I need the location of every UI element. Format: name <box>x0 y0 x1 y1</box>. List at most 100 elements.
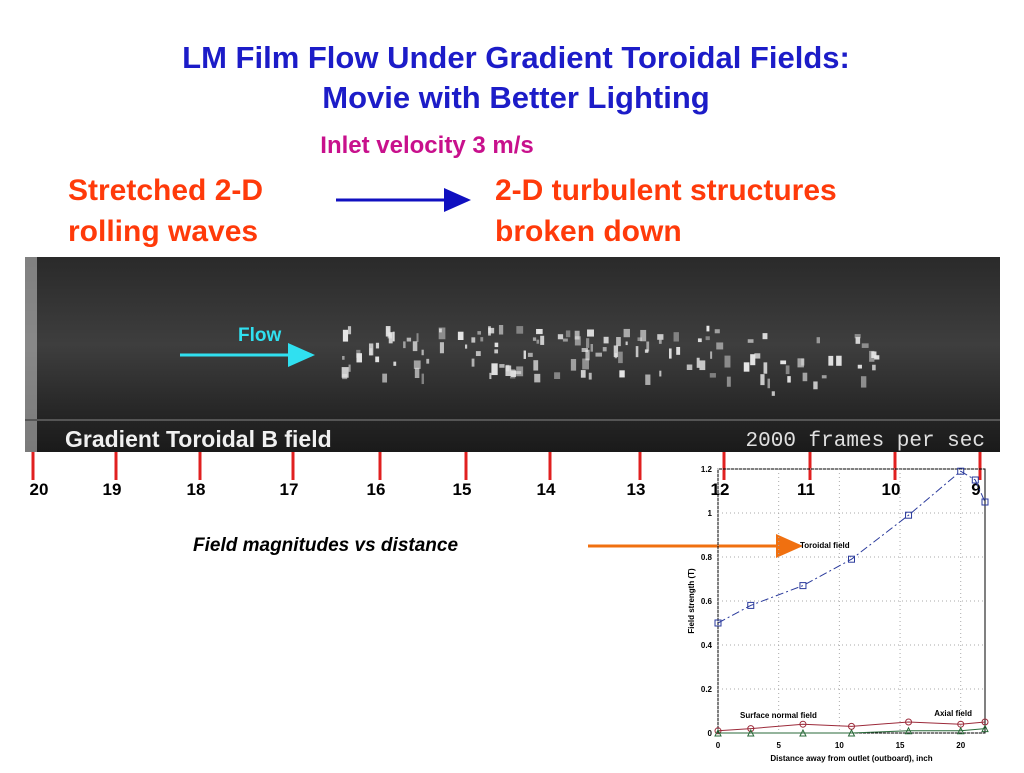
flow-label: Flow <box>238 325 281 346</box>
speckle <box>523 350 526 359</box>
chart-bg <box>683 462 993 768</box>
speckle <box>494 342 499 348</box>
speckle <box>767 378 771 389</box>
speckle <box>785 365 790 375</box>
speckle <box>499 364 505 368</box>
speckle <box>341 367 349 378</box>
speckle <box>516 326 524 334</box>
speckle <box>855 337 861 344</box>
speckle <box>797 358 804 368</box>
ruler-label: 11 <box>797 480 815 499</box>
speckle <box>565 330 571 338</box>
marker <box>981 724 989 733</box>
speckle <box>595 352 602 357</box>
speckle <box>342 329 349 342</box>
speckle <box>574 330 580 340</box>
speckle <box>342 355 345 360</box>
speckle <box>375 356 380 363</box>
left-label: rolling waves <box>68 215 258 248</box>
series-label: Toroidal field <box>800 541 850 550</box>
speckle <box>872 364 876 371</box>
marker <box>971 476 979 484</box>
title-line: Movie with Better Lighting <box>322 80 710 115</box>
speckle <box>625 341 628 346</box>
y-tick-label: 0.2 <box>701 685 713 694</box>
marker <box>957 467 965 475</box>
speckle <box>813 381 818 390</box>
y-tick-label: 0 <box>708 729 713 738</box>
speckle <box>406 337 412 342</box>
speckle <box>516 366 524 377</box>
speckle <box>554 372 561 380</box>
speckle <box>439 342 444 354</box>
photo: Flow Gradient Toroidal B field 2000 fram… <box>25 257 1000 453</box>
speckle <box>413 360 421 369</box>
speckle <box>673 332 679 342</box>
speckle <box>347 326 352 335</box>
speckle <box>580 370 586 378</box>
frame-rate: 2000 frames per sec <box>746 430 985 453</box>
chart-caption: Field magnitudes vs distance <box>193 535 458 556</box>
speckle <box>618 351 623 364</box>
speckle <box>668 348 672 359</box>
speckle <box>511 370 517 377</box>
speckle <box>658 339 662 344</box>
speckle <box>385 326 391 337</box>
speckle <box>659 370 662 377</box>
speckle <box>836 355 842 366</box>
speckle <box>342 373 348 380</box>
speckle <box>586 338 590 348</box>
series-label: Surface normal field <box>740 711 817 720</box>
speckle <box>857 364 862 369</box>
x-tick-label: 5 <box>776 741 781 750</box>
speckle <box>724 355 731 368</box>
speckle <box>754 353 761 359</box>
marker <box>747 601 755 609</box>
y-tick-label: 0.6 <box>701 597 713 606</box>
speckle <box>602 347 607 352</box>
speckle <box>386 328 390 335</box>
speckle <box>498 325 504 335</box>
speckle <box>471 337 476 343</box>
series-line <box>718 728 986 734</box>
speckle <box>369 348 373 356</box>
ruler-label: 9 <box>971 480 980 499</box>
speckle <box>480 337 484 342</box>
x-tick-label: 15 <box>896 741 905 750</box>
speckle <box>603 336 609 344</box>
speckle <box>527 352 533 357</box>
speckle <box>457 331 464 340</box>
speckle <box>588 372 592 380</box>
ruler-label: 13 <box>627 480 646 499</box>
speckle <box>623 328 630 338</box>
speckle <box>537 329 541 334</box>
speckle <box>534 373 541 383</box>
speckle <box>686 364 693 370</box>
speckle <box>762 333 768 340</box>
speckle <box>657 334 664 340</box>
speckle <box>582 358 589 370</box>
speckle <box>392 331 395 342</box>
marker <box>799 728 807 737</box>
marker <box>847 728 856 737</box>
series-label: Axial field <box>934 709 972 718</box>
ruler-label: 15 <box>453 480 472 499</box>
speckle <box>743 362 750 372</box>
marker <box>714 727 722 735</box>
speckle <box>491 363 498 376</box>
speckle <box>726 376 731 387</box>
title-line: LM Film Flow Under Gradient Toroidal Fie… <box>182 40 850 75</box>
speckle <box>475 351 481 357</box>
x-tick-label: 20 <box>956 741 965 750</box>
ruler-label: 10 <box>882 480 901 499</box>
speckle <box>613 345 619 357</box>
speckle <box>471 358 475 367</box>
speckle <box>771 391 775 396</box>
speckle <box>802 372 808 382</box>
speckle <box>477 331 482 335</box>
speckle <box>750 354 756 366</box>
speckle <box>801 358 805 366</box>
speckle <box>854 334 861 339</box>
speckle <box>356 353 362 363</box>
